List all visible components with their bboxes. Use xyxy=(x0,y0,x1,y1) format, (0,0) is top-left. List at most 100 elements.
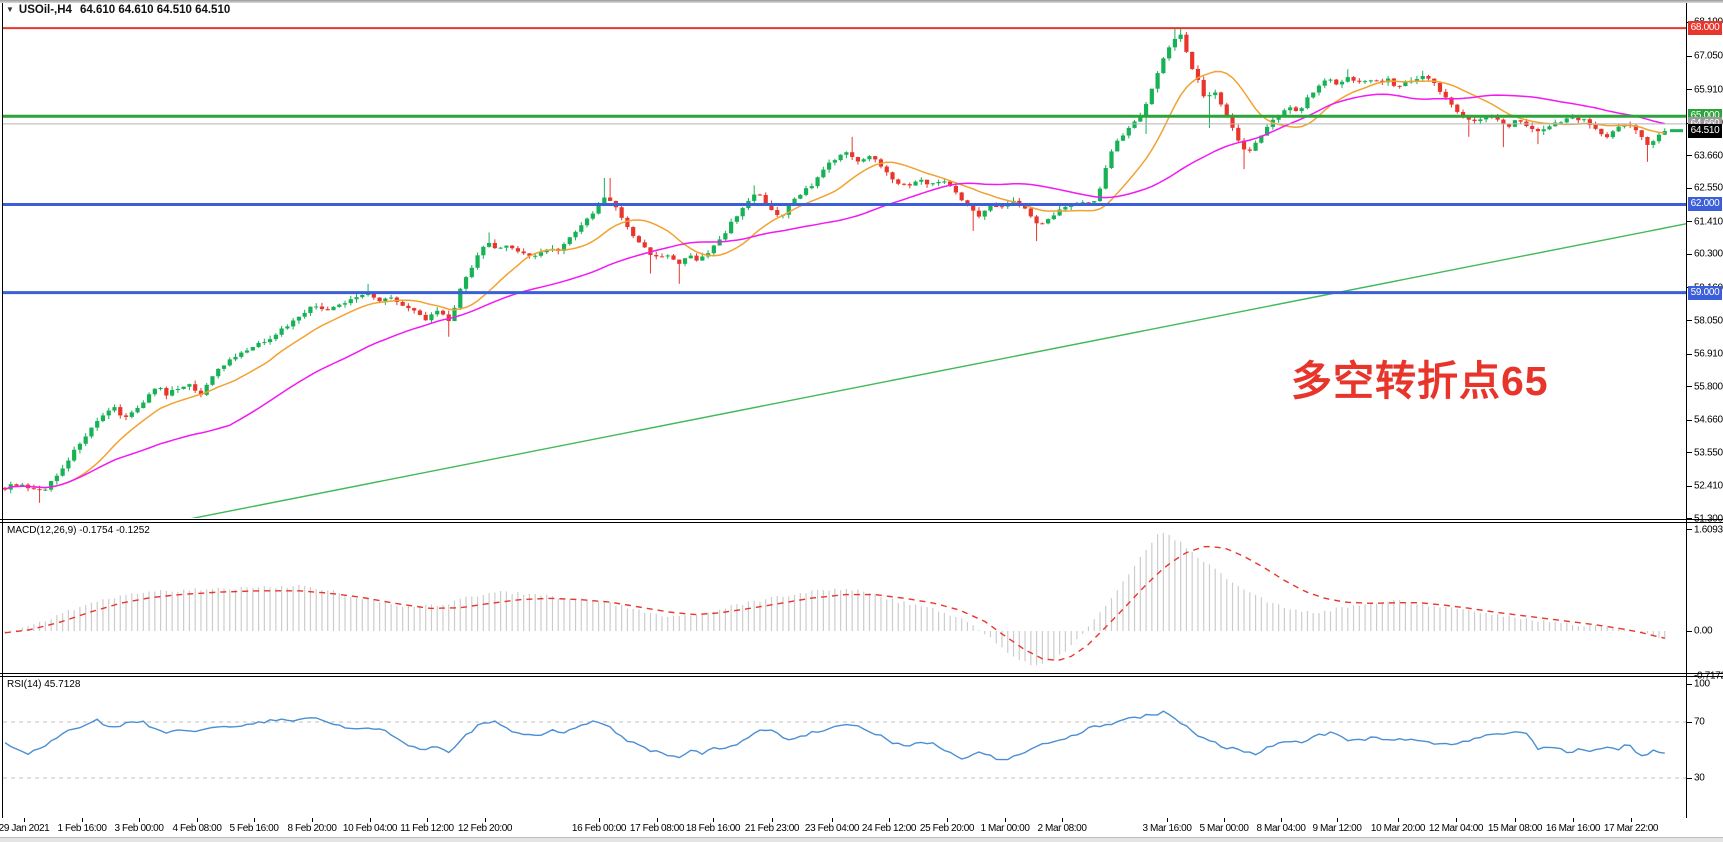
price-tick: 53.550 xyxy=(1694,447,1723,459)
price-tick: 63.660 xyxy=(1694,150,1723,162)
ohlc-values: 64.610 64.610 64.510 64.510 xyxy=(79,4,231,16)
symbol-header: ▼ USOil-,H4 64.610 64.610 64.510 64.510 xyxy=(6,4,237,16)
price-tick: 1.6093 xyxy=(1694,524,1723,536)
price-tick-mark xyxy=(1687,221,1692,223)
pane-separator[interactable] xyxy=(0,673,1723,674)
pane-separator[interactable] xyxy=(0,519,1723,520)
price-tick-mark xyxy=(1687,675,1692,677)
time-tick-mark xyxy=(1573,818,1574,822)
price-tick-mark xyxy=(1687,320,1692,322)
time-label: 24 Feb 12:00 xyxy=(861,823,917,834)
price-tick: 70 xyxy=(1694,716,1705,728)
price-tick: 58.050 xyxy=(1694,315,1723,327)
price-tick: 56.910 xyxy=(1694,348,1723,360)
time-label: 25 Feb 20:00 xyxy=(919,823,975,834)
price-tick: 67.050 xyxy=(1694,50,1723,62)
rsi-pane[interactable] xyxy=(3,710,1686,779)
price-tick-mark xyxy=(1687,89,1692,90)
price-line-label-62.000: 62.000 xyxy=(1688,197,1722,212)
time-tick-mark xyxy=(24,818,25,822)
price-line-label-64.510: 64.510 xyxy=(1688,123,1722,138)
time-label: 16 Feb 00:00 xyxy=(571,823,627,834)
time-tick-mark xyxy=(197,818,198,822)
price-tick-mark xyxy=(1687,529,1692,531)
price-tick: 51.300 xyxy=(1694,513,1723,525)
time-tick-mark xyxy=(1062,818,1063,822)
time-tick-mark xyxy=(889,818,890,822)
price-tick-mark xyxy=(1687,187,1692,189)
time-tick-mark xyxy=(832,818,833,822)
time-tick-mark xyxy=(1167,818,1168,822)
price-line-label-68.000: 68.000 xyxy=(1688,21,1722,36)
time-tick-mark xyxy=(1224,818,1225,822)
ma-line-40 xyxy=(4,93,1665,491)
price-tick: 61.410 xyxy=(1694,216,1723,228)
time-tick-mark xyxy=(713,818,714,822)
price-tick: 62.550 xyxy=(1694,182,1723,194)
price-tick-mark xyxy=(1687,353,1692,355)
time-label: 16 Mar 16:00 xyxy=(1545,823,1601,834)
time-label: 5 Feb 16:00 xyxy=(229,823,279,834)
time-tick-mark xyxy=(427,818,428,822)
rsi-line xyxy=(4,710,1665,761)
price-tick: -0.7172 xyxy=(1694,670,1723,682)
time-tick-mark xyxy=(312,818,313,822)
price-tick-mark xyxy=(1687,485,1692,487)
price-axis[interactable]: 68.19067.05065.91064.77063.66062.55061.4… xyxy=(1687,0,1723,842)
time-tick-mark xyxy=(657,818,658,822)
window-top-edge xyxy=(0,0,1723,3)
time-label: 8 Feb 20:00 xyxy=(287,823,337,834)
price-pane[interactable] xyxy=(3,27,1686,520)
pane-separator[interactable] xyxy=(0,522,1723,523)
price-tick-mark xyxy=(1687,386,1692,388)
time-label: 5 Mar 00:00 xyxy=(1199,823,1249,834)
price-tick-mark xyxy=(1687,518,1692,520)
time-label: 29 Jan 2021 xyxy=(0,823,50,834)
time-label: 3 Feb 00:00 xyxy=(114,823,164,834)
price-line-label-59.000: 59.000 xyxy=(1688,285,1722,300)
annotation-text[interactable]: 多空转折点65 xyxy=(1291,358,1549,404)
price-tick: 52.410 xyxy=(1694,480,1723,492)
price-tick-mark xyxy=(1687,721,1692,723)
time-tick-mark xyxy=(1515,818,1516,822)
price-tick-mark xyxy=(1687,419,1692,421)
last-price-marker xyxy=(1670,129,1683,133)
bottom-strip xyxy=(0,837,1723,842)
symbol-title: USOil-,H4 xyxy=(18,4,72,16)
macd-pane[interactable] xyxy=(4,532,1666,666)
time-label: 23 Feb 04:00 xyxy=(804,823,860,834)
time-tick-mark xyxy=(254,818,255,822)
time-label: 8 Mar 04:00 xyxy=(1256,823,1306,834)
plot-left-border xyxy=(2,3,3,818)
time-tick-mark xyxy=(1281,818,1282,822)
time-label: 10 Mar 20:00 xyxy=(1370,823,1426,834)
time-label: 12 Mar 04:00 xyxy=(1428,823,1484,834)
price-tick-mark xyxy=(1687,452,1692,454)
time-label: 17 Feb 08:00 xyxy=(629,823,685,834)
collapse-arrow-icon[interactable]: ▼ xyxy=(6,5,14,14)
price-tick: 100 xyxy=(1694,678,1710,690)
time-tick-mark xyxy=(599,818,600,822)
price-tick: 60.300 xyxy=(1694,248,1723,260)
time-label: 17 Mar 22:00 xyxy=(1603,823,1659,834)
time-label: 1 Mar 00:00 xyxy=(980,823,1030,834)
time-label: 15 Mar 08:00 xyxy=(1487,823,1543,834)
time-label: 3 Mar 16:00 xyxy=(1142,823,1192,834)
time-label: 10 Feb 04:00 xyxy=(342,823,398,834)
price-tick: 55.800 xyxy=(1694,381,1723,393)
time-tick-mark xyxy=(1337,818,1338,822)
time-label: 18 Feb 16:00 xyxy=(685,823,741,834)
time-tick-mark xyxy=(139,818,140,822)
time-label: 21 Feb 23:00 xyxy=(744,823,800,834)
time-label: 12 Feb 20:00 xyxy=(457,823,513,834)
time-label: 4 Feb 08:00 xyxy=(172,823,222,834)
time-tick-mark xyxy=(485,818,486,822)
price-tick-mark xyxy=(1687,777,1692,779)
time-tick-mark xyxy=(82,818,83,822)
pane-separator[interactable] xyxy=(0,676,1723,677)
time-tick-mark xyxy=(370,818,371,822)
trendline[interactable] xyxy=(185,223,1686,520)
time-tick-mark xyxy=(772,818,773,822)
